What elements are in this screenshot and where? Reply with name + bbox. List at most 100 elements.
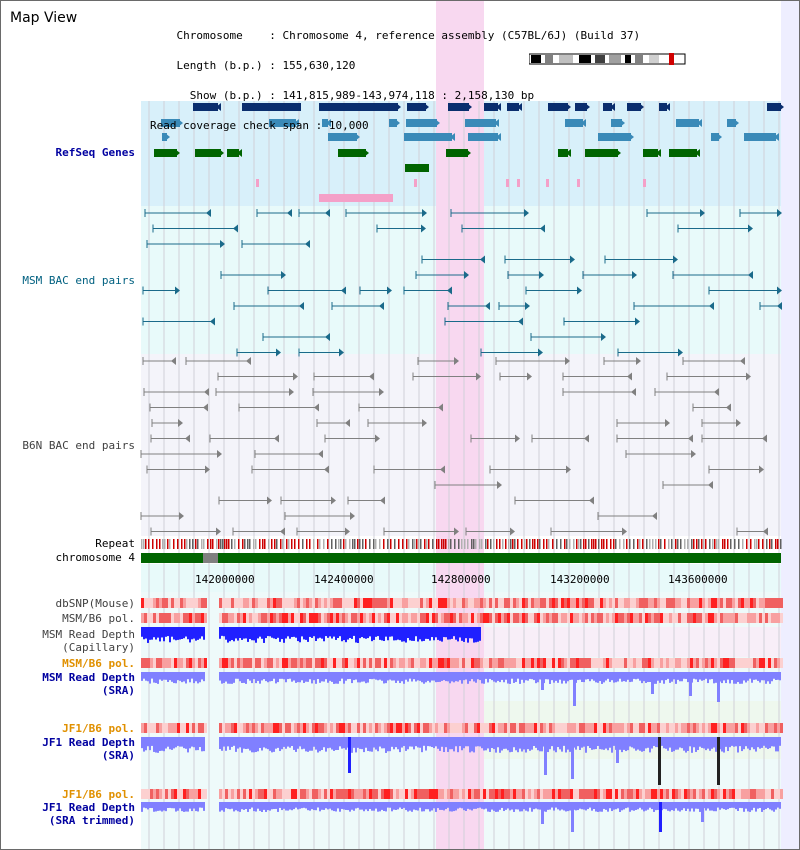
track-label-dbsnp: dbSNP(Mouse)	[55, 597, 135, 610]
track-label-msm-depth-cap-1: MSM Read Depth	[42, 628, 135, 641]
axis-tick-label: 143200000	[550, 573, 610, 586]
gene-feature	[727, 119, 736, 127]
track-label-msm-depth-sra-2: (SRA)	[101, 684, 135, 697]
gene-feature	[227, 149, 239, 157]
gene-feature	[242, 103, 268, 111]
gene-feature	[407, 103, 426, 111]
gene-feature	[338, 149, 366, 157]
gene-feature	[468, 133, 498, 141]
gene-feature	[161, 119, 180, 127]
chromosome-gap	[203, 553, 218, 563]
gene-feature	[643, 179, 646, 187]
info-show: Show (b.p.) : 141,815,989-143,974,118 : …	[189, 89, 535, 102]
gene-feature	[195, 149, 221, 157]
gene-feature	[193, 103, 218, 111]
cap-panel-bg	[484, 627, 781, 657]
chromosome-bar	[141, 553, 781, 563]
depth-spike	[348, 737, 351, 773]
chromosome-ideogram[interactable]	[529, 53, 689, 65]
track-label-jf1-depth-sra-1: JF1 Read Depth	[42, 736, 135, 749]
depth-spike	[689, 672, 692, 696]
depth-spike	[541, 802, 544, 824]
gene-feature	[448, 103, 469, 111]
depth-spike	[717, 672, 720, 702]
depth-spike	[717, 737, 720, 785]
gene-feature	[627, 103, 641, 111]
track-label-msm-bac: MSM BAC end pairs	[22, 274, 135, 287]
gene-feature	[389, 119, 397, 127]
axis-tick-label: 142000000	[195, 573, 255, 586]
gene-feature	[611, 119, 622, 127]
info-span: Read coverage check span : 10,000	[150, 119, 369, 132]
track-label-jf1-pol-2: JF1/B6 pol.	[62, 788, 135, 801]
gene-feature	[669, 149, 697, 157]
track-label-msm-depth-sra-1: MSM Read Depth	[42, 671, 135, 684]
track-label-jf1-depth-trim-2: (SRA trimmed)	[48, 814, 135, 827]
info-chromosome: Chromosome : Chromosome 4, reference ass…	[176, 29, 641, 42]
gene-feature	[406, 119, 437, 127]
gene-feature	[405, 164, 429, 172]
ideogram-position-marker	[669, 53, 674, 65]
gene-feature	[269, 119, 296, 127]
gene-feature	[744, 133, 776, 141]
axis-tick-label: 142400000	[314, 573, 374, 586]
depth-spike	[659, 802, 662, 832]
gene-feature	[319, 194, 393, 202]
gene-feature	[322, 119, 328, 127]
track-label-jf1-depth-trim-1: JF1 Read Depth	[42, 801, 135, 814]
track-label-msm-pol-2: MSM/B6 pol.	[62, 657, 135, 670]
gene-feature	[676, 119, 699, 127]
selected-region-highlight	[436, 1, 484, 849]
track-label-jf1-depth-sra-2: (SRA)	[101, 749, 135, 762]
gene-feature	[558, 149, 568, 157]
track-label-jf1-pol-1: JF1/B6 pol.	[62, 722, 135, 735]
track-label-repeat: Repeat	[95, 537, 135, 550]
depth-spike	[544, 737, 547, 775]
gene-feature	[414, 179, 417, 187]
depth-spike	[573, 672, 576, 706]
gene-feature	[422, 133, 452, 141]
gene-feature	[517, 179, 520, 187]
gene-feature	[575, 103, 587, 111]
depth-spike	[571, 737, 574, 779]
gene-feature	[484, 103, 498, 111]
depth-spike	[616, 737, 619, 763]
gene-feature	[548, 103, 568, 111]
region-info: Chromosome : Chromosome 4, reference ass…	[150, 11, 640, 151]
page-title: Map View	[10, 10, 78, 26]
gene-feature	[546, 179, 549, 187]
track-label-b6n-bac: B6N BAC end pairs	[22, 439, 135, 452]
gene-feature	[154, 149, 177, 157]
gene-feature	[585, 149, 618, 157]
gene-feature	[162, 133, 167, 141]
depth-spike	[571, 802, 574, 832]
depth-spike	[651, 672, 654, 694]
gene-feature	[256, 103, 301, 111]
depth-spike	[658, 737, 661, 785]
axis-tick-label: 142800000	[431, 573, 491, 586]
gene-feature	[603, 103, 612, 111]
gene-feature	[565, 119, 583, 127]
axis-tick-label: 143600000	[668, 573, 728, 586]
gene-feature	[711, 133, 719, 141]
gene-feature	[577, 179, 580, 187]
track-label-msm-pol-1: MSM/B6 pol.	[62, 612, 135, 625]
gene-feature	[465, 119, 496, 127]
track-label-refseq: RefSeq Genes	[55, 146, 135, 159]
gene-feature	[446, 149, 468, 157]
track-label-msm-depth-cap-2: (Capillary)	[62, 641, 135, 654]
depth-spike	[701, 802, 704, 822]
info-length: Length (b.p.) : 155,630,120	[176, 59, 356, 72]
gene-feature	[659, 103, 667, 111]
gene-feature	[598, 133, 631, 141]
gene-feature	[328, 133, 357, 141]
gene-feature	[643, 149, 658, 157]
gene-feature	[404, 133, 436, 141]
gene-feature	[319, 103, 394, 111]
depth-spike	[541, 672, 544, 690]
gene-feature	[506, 179, 509, 187]
gene-feature	[507, 103, 519, 111]
gene-feature	[256, 179, 259, 187]
